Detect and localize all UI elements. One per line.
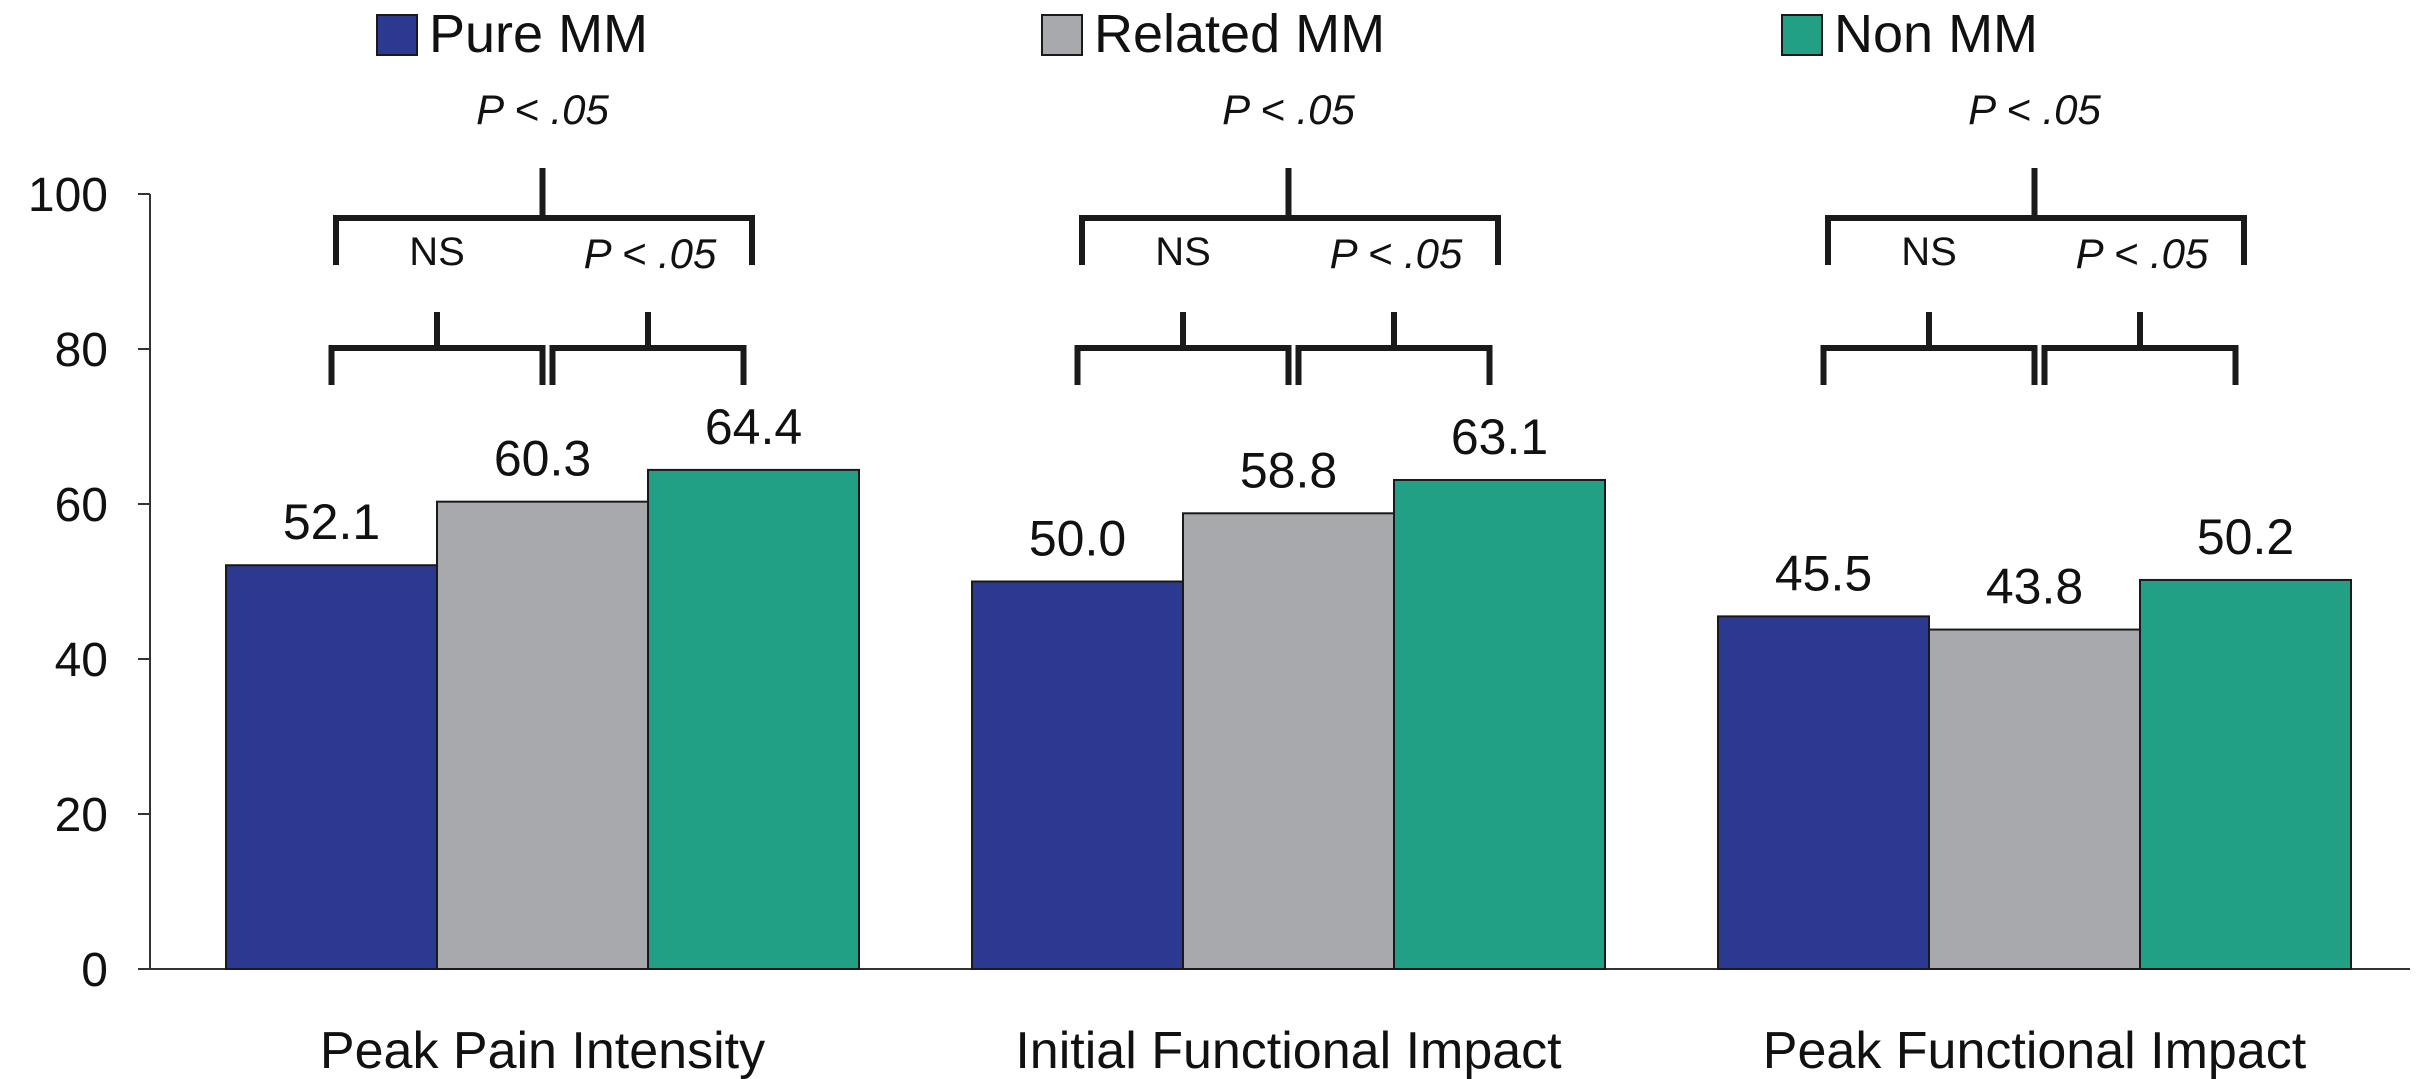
legend-swatch	[1041, 14, 1083, 56]
significance-bracket	[1074, 312, 1292, 385]
significance-label-overall: P < .05	[476, 86, 609, 133]
y-tick-label: 20	[55, 789, 108, 842]
y-tick-label: 40	[55, 634, 108, 687]
significance-bracket	[333, 168, 755, 265]
significance-label-ns: NS	[409, 230, 465, 274]
significance-bracket	[1820, 312, 2038, 385]
significance-label-ns: NS	[1155, 230, 1211, 274]
bar	[225, 564, 438, 970]
significance-bracket	[2041, 312, 2239, 385]
significance-label-ns: NS	[1901, 230, 1957, 274]
significance-label-overall: P < .05	[1968, 86, 2101, 133]
data-label: 64.4	[705, 399, 802, 455]
x-tick-label: Initial Functional Impact	[1015, 1022, 1562, 1079]
data-label: 52.1	[283, 494, 380, 550]
data-label: 50.2	[2197, 509, 2294, 565]
bar	[1393, 478, 1606, 970]
y-tick-label: 60	[55, 479, 108, 532]
data-label: 43.8	[1986, 559, 2083, 615]
significance-bracket	[1825, 168, 2247, 265]
legend-label: Related MM	[1094, 4, 1385, 64]
bar	[1928, 628, 2141, 970]
bar	[2139, 578, 2352, 970]
significance-label: P < .05	[1330, 230, 1463, 277]
x-tick-label: Peak Pain Intensity	[320, 1022, 765, 1079]
data-label: 63.1	[1451, 409, 1548, 465]
significance-bracket	[1295, 312, 1493, 385]
legend-label: Non MM	[1834, 4, 2038, 64]
y-tick-label: 0	[81, 944, 108, 997]
y-tick-label: 80	[55, 324, 108, 377]
bar	[647, 468, 860, 970]
bar	[436, 500, 649, 970]
data-label: 50.0	[1029, 511, 1126, 567]
data-label: 60.3	[494, 431, 591, 487]
legend-swatch	[376, 14, 418, 56]
bar	[1717, 615, 1930, 970]
legend-label: Pure MM	[429, 4, 648, 64]
significance-bracket	[328, 312, 546, 385]
significance-bracket	[1079, 168, 1501, 265]
x-tick-label: Peak Functional Impact	[1763, 1022, 2307, 1079]
significance-label-overall: P < .05	[1222, 86, 1355, 133]
y-tick-label: 100	[28, 169, 108, 222]
data-label: 58.8	[1240, 442, 1337, 498]
significance-bracket	[549, 312, 747, 385]
bar	[1182, 512, 1395, 970]
significance-label: P < .05	[2076, 230, 2209, 277]
data-label: 45.5	[1775, 545, 1872, 601]
legend-swatch	[1781, 14, 1823, 56]
significance-label: P < .05	[584, 230, 717, 277]
bar	[971, 580, 1184, 970]
